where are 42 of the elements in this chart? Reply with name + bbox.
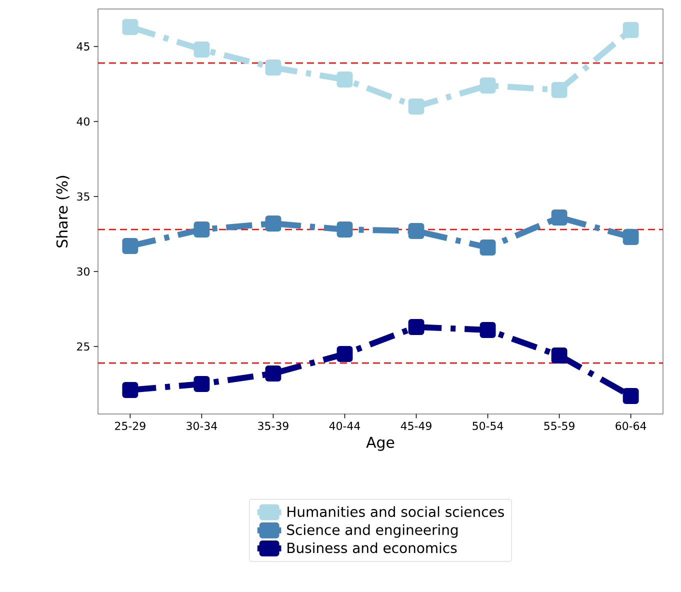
point <box>622 229 639 245</box>
point <box>122 382 138 398</box>
point <box>336 72 353 88</box>
point <box>194 376 210 392</box>
y-tick-label: 25 <box>77 342 90 351</box>
point <box>622 22 639 38</box>
point <box>622 388 639 404</box>
point <box>408 98 424 114</box>
x-tick-label: 55-59 <box>544 422 574 430</box>
point <box>265 216 282 232</box>
y-tick-label: 40 <box>76 117 90 126</box>
point <box>480 240 496 256</box>
point <box>265 366 282 382</box>
x-tick-label: 45-49 <box>400 422 432 430</box>
y-tick-label: 45 <box>76 42 90 51</box>
point <box>122 238 138 254</box>
y-tick-label: 35 <box>77 192 90 201</box>
legend-label: Humanities and social sciences <box>288 506 504 518</box>
point <box>194 222 210 238</box>
point <box>265 60 282 76</box>
x-tick-label: 50-54 <box>472 422 504 430</box>
point <box>336 222 353 238</box>
y-axis-title: Share (%) <box>56 176 70 248</box>
point <box>551 210 568 226</box>
point <box>122 19 138 35</box>
x-tick-label: 35-39 <box>258 422 288 430</box>
y-tick-label: 30 <box>77 267 90 276</box>
point <box>480 322 496 338</box>
x-tick-label: 25-29 <box>115 422 146 430</box>
x-tick-label: 30-34 <box>186 422 218 430</box>
point <box>194 42 210 58</box>
point <box>551 348 568 364</box>
x-tick-label: 60-64 <box>616 422 646 430</box>
point <box>336 346 353 362</box>
legend-label: Business and economics <box>288 542 457 554</box>
x-axis-title: Age <box>366 436 394 451</box>
point <box>408 223 424 239</box>
point <box>480 78 496 94</box>
x-tick-label: 40-44 <box>329 422 360 430</box>
point <box>408 319 424 335</box>
point <box>551 82 568 98</box>
legend-label: Science and engineering <box>287 524 458 538</box>
